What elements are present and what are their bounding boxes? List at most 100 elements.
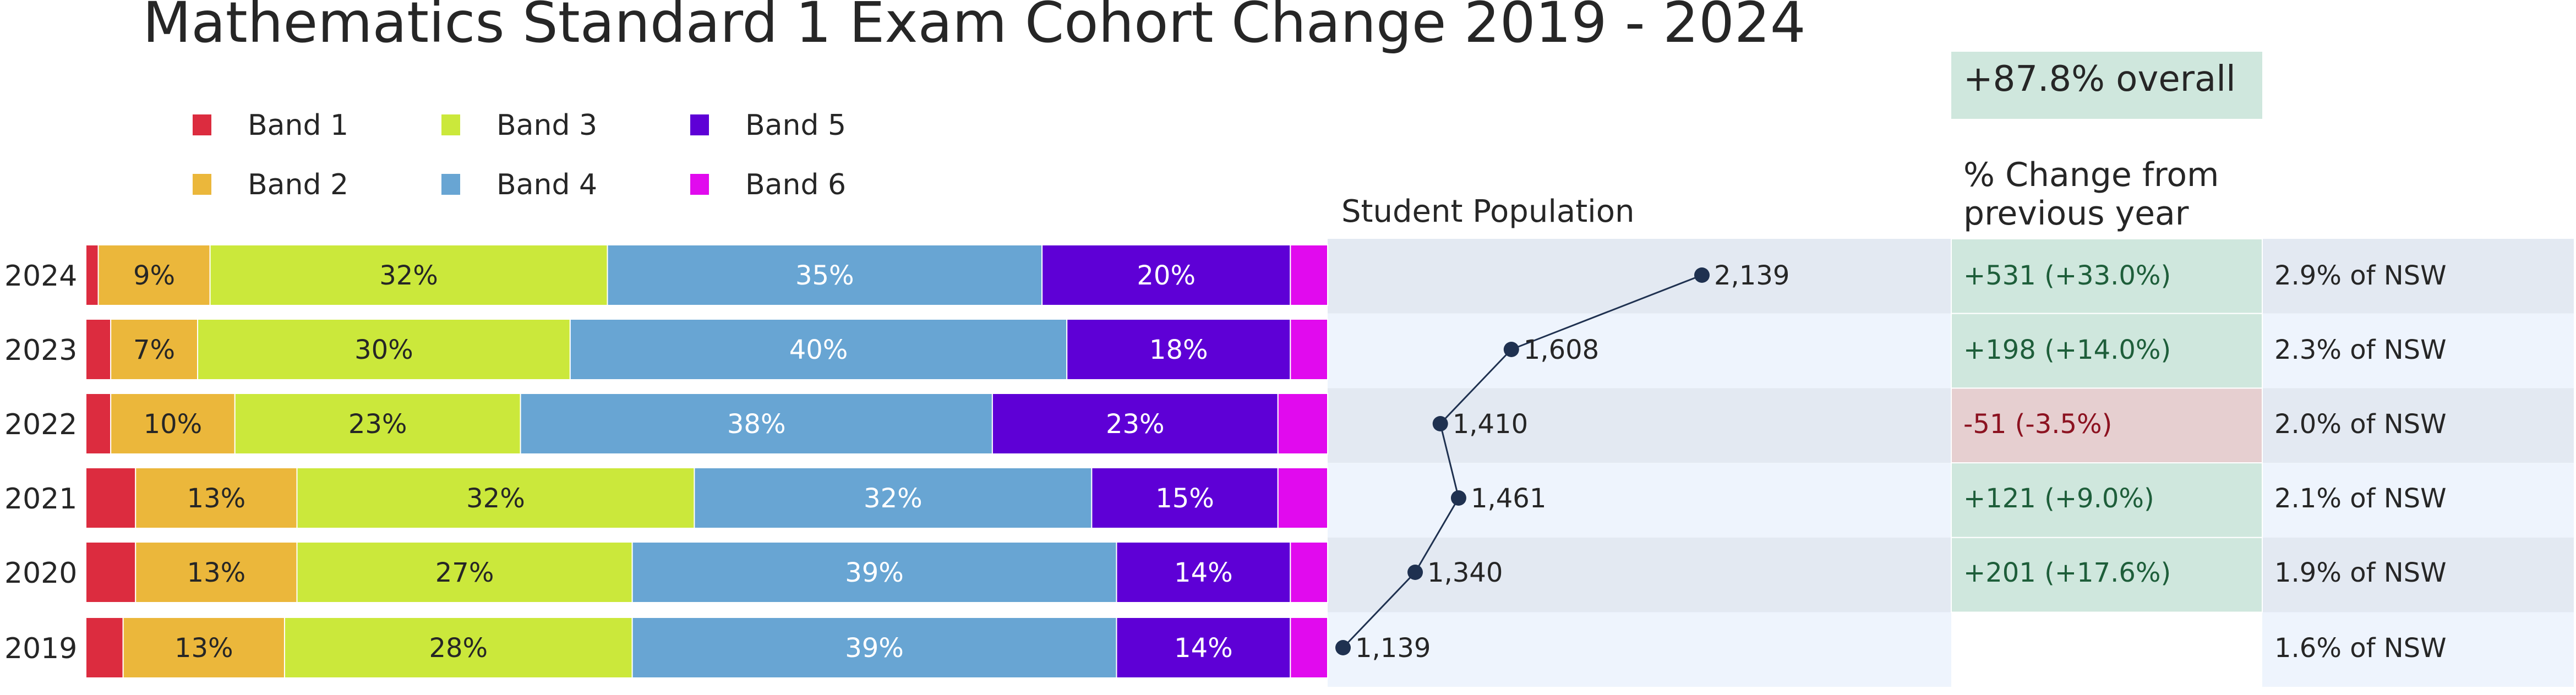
population-label: 2,139 [1714,260,1789,291]
bar-segment [85,393,112,455]
bar-segment [1290,617,1329,678]
legend-swatch [193,174,211,195]
bar-label: 38% [727,409,786,440]
legend-label: Band 1 [248,109,348,142]
bar-label: 32% [466,483,525,514]
bar-segment [135,467,298,529]
chart-title: Mathematics Standard 1 Exam Cohort Chang… [143,0,1805,56]
legend: Band 1 Band 2 Band 3 Band 4 Band 5 Band 6 [193,109,846,201]
legend-label: Band 4 [496,168,597,201]
bar-segment [520,393,993,455]
change-cell: +198 (+14.0%) [1963,335,2171,365]
population-point [1407,565,1423,580]
legend-swatch [441,174,460,195]
nsw-share-panel: 2.9% of NSW 2.3% of NSW 2.0% of NSW 2.1% of… [2274,260,2447,664]
population-row-bg [1328,313,1951,388]
nsw-row-bg [2262,612,2574,687]
bar-label: 32% [864,483,923,514]
bar-label: 20% [1137,260,1196,291]
bar-label: 35% [795,260,854,291]
bar-segment [296,467,695,529]
nsw-share-cell: 2.3% of NSW [2274,335,2447,365]
bar-label: 7% [133,335,175,365]
bar-segment [283,617,633,678]
change-cell-bg [1951,238,2263,314]
bar-segment [1116,541,1291,603]
population-point [1335,640,1351,655]
population-row-bg [1328,239,1951,314]
legend-swatch [690,114,709,135]
bar-label: 40% [789,335,848,365]
population-row-bg [1328,537,1951,612]
overall-badge-bg [1951,52,2262,119]
bar-segment [631,617,1117,678]
bar-segment [234,393,521,455]
bar-label: 39% [845,557,904,588]
bar-label: 15% [1155,483,1214,514]
bar-segment [110,319,199,380]
population-label: 1,410 [1453,409,1528,440]
bar-segment [631,541,1117,603]
nsw-share-cell: 1.9% of NSW [2274,557,2447,588]
population-label: 1,461 [1471,483,1546,514]
population-point [1694,267,1710,283]
population-row-bg [1328,612,1951,687]
nsw-row-bg [2262,239,2574,314]
population-row-bg [1328,463,1951,538]
population-row-bg [1328,388,1951,463]
year-label: 2020 [4,557,77,590]
year-label: 2021 [4,483,77,516]
bar-label: 9% [133,260,175,291]
change-cell: +531 (+33.0%) [1963,260,2171,291]
row-backgrounds [1328,239,2574,687]
bar-segment [991,393,1279,455]
bar-segment [209,244,608,306]
bar-segment [1290,541,1329,603]
nsw-row-bg [2262,388,2574,463]
bar-label: 39% [845,633,904,664]
population-line [1342,274,1702,649]
bar-label: 13% [187,483,246,514]
bar-label: 23% [348,409,407,440]
bar-label: 10% [144,409,203,440]
bar-label: 30% [354,335,413,365]
bar-segment [197,319,571,380]
nsw-row-bg [2262,313,2574,388]
nsw-share-cell: 2.9% of NSW [2274,260,2447,291]
bar-segment [85,541,137,603]
change-cell-bg [1951,462,2263,538]
nsw-share-cell: 2.1% of NSW [2274,483,2447,514]
legend-swatch [193,114,211,135]
change-title-line2: previous year [1963,194,2189,233]
population-label: 1,139 [1355,633,1431,664]
bar-segment [135,541,298,603]
nsw-share-cell: 2.0% of NSW [2274,409,2447,440]
year-label: 2023 [4,334,77,367]
nsw-row-bg [2262,463,2574,538]
bar-label: 28% [429,633,488,664]
bar-segment [1290,319,1329,380]
bar-segment [122,617,285,678]
year-label: 2022 [4,408,77,441]
change-cell: +201 (+17.6%) [1963,557,2171,588]
change-cell-bg [1951,387,2263,464]
year-label: 2019 [4,632,77,665]
bar-segment [569,319,1068,380]
change-cell-bg [1951,537,2263,613]
bar-label: 14% [1174,557,1233,588]
bar-segment [1277,393,1329,455]
population-panel: Student Population 2,139 1,608 1,410 1,461 1,… [1335,194,1789,664]
change-title-line1: % Change from [1963,156,2219,194]
nsw-share-cell: 1.6% of NSW [2274,633,2447,664]
change-cell-bg [1951,313,2263,389]
bar-segment [110,393,236,455]
population-title: Student Population [1341,194,1634,229]
legend-label: Band 6 [745,168,846,201]
population-point [1503,342,1519,357]
overall-change-badge: +87.8% overall [1963,59,2236,100]
bar-segment [1041,244,1291,306]
bar-label: 14% [1174,633,1233,664]
bar-label: 13% [187,557,246,588]
